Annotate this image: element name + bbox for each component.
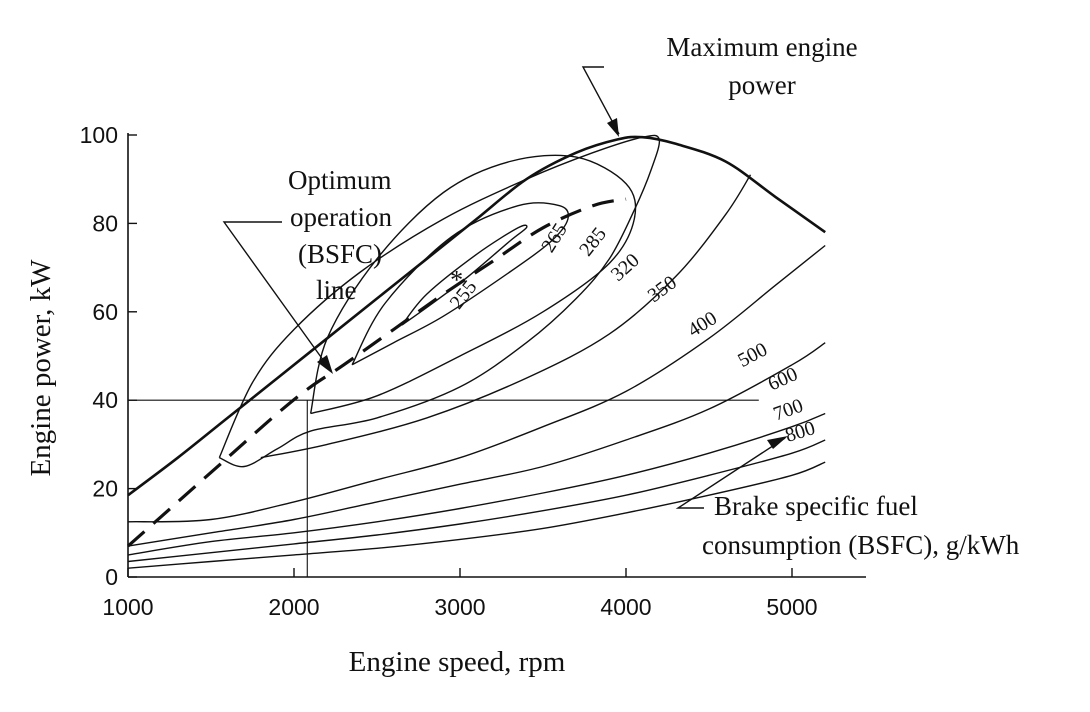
x-tick-label: 5000 <box>766 594 817 620</box>
y-tick-label: 60 <box>92 299 118 325</box>
annotations: Maximum engine power Optimum operation (… <box>288 32 1020 560</box>
max-power-leader <box>581 66 620 135</box>
contour-label-600: 600 <box>765 363 801 395</box>
optimum-arrowhead <box>317 355 333 374</box>
bsfc-leader <box>675 437 786 509</box>
optimum-annotation-line3: (BSFC) <box>298 239 382 269</box>
leader-lines <box>222 66 788 509</box>
bsfc-contour-400 <box>127 244 826 523</box>
x-tick-label: 3000 <box>434 594 485 620</box>
bsfc-contour-255 <box>401 224 528 326</box>
x-tick-label: 4000 <box>600 594 651 620</box>
contour-label-285: 285 <box>575 223 611 260</box>
y-tick-label: 20 <box>92 476 118 502</box>
bsfc-contour-350 <box>260 174 752 459</box>
bsfc-annotation-line2: consumption (BSFC), g/kWh <box>702 530 1020 560</box>
bsfc-contour-500 <box>127 342 826 547</box>
axes: 1000 2000 3000 4000 5000 0 20 40 60 80 100 Engine s… <box>25 122 866 678</box>
optimum-bsfc-line <box>126 197 627 548</box>
contour-label-265: 265 <box>537 219 572 256</box>
bsfc-annotation-line1: Brake specific fuel <box>714 491 918 521</box>
curves: * <box>126 134 826 577</box>
bsfc-contour-600 <box>127 412 826 556</box>
y-tick-label: 100 <box>80 122 118 148</box>
max-power-curve <box>127 135 826 497</box>
optimum-leader <box>222 221 332 372</box>
bsfc-contour-320 <box>218 134 661 468</box>
x-axis-title: Engine speed, rpm <box>349 646 566 678</box>
y-tick-label: 80 <box>92 210 118 236</box>
optimum-annotation-line1: Optimum <box>288 165 392 195</box>
bsfc-arrowhead <box>767 436 788 449</box>
bsfc-contour-800 <box>127 461 826 569</box>
contour-label-400: 400 <box>684 307 721 342</box>
contour-label-500: 500 <box>734 338 771 372</box>
max-power-annotation-line1: Maximum engine <box>666 32 857 62</box>
max-power-arrowhead <box>607 118 619 137</box>
y-tick-label: 0 <box>105 564 118 590</box>
x-tick-label: 2000 <box>268 594 319 620</box>
bsfc-contour-285 <box>309 154 637 415</box>
max-power-annotation-line2: power <box>728 70 795 100</box>
y-tick-label: 40 <box>92 387 118 413</box>
x-tick-label: 1000 <box>102 594 153 620</box>
optimum-point-marker: * <box>450 265 463 294</box>
optimum-annotation-line2: operation <box>290 202 392 232</box>
y-axis-title: Engine power, kW <box>25 259 57 477</box>
optimum-annotation-line4: line <box>316 275 357 305</box>
